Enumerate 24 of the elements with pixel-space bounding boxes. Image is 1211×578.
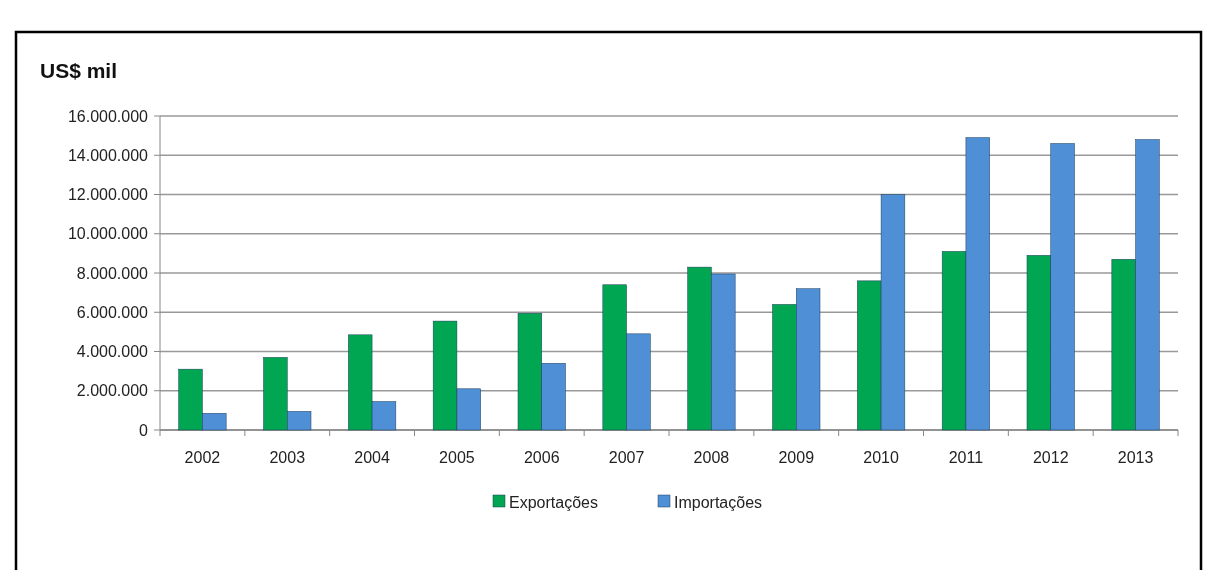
y-tick-label: 0	[139, 421, 149, 439]
y-tick-label: 14.000.000	[67, 146, 149, 164]
legend-label: Exportações	[509, 493, 598, 511]
y-axis-title: US$ mil	[40, 59, 118, 82]
y-tick-label: 2.000.000	[76, 382, 149, 400]
legend-label: Importações	[674, 493, 763, 511]
x-tick-label: 2005	[439, 449, 475, 466]
x-tick-label: 2003	[269, 449, 306, 466]
x-tick-label: 2002	[184, 449, 221, 466]
x-tick-label: 2011	[948, 449, 984, 466]
y-tick-label: 10.000.000	[67, 225, 149, 243]
x-tick-label: 2008	[693, 449, 730, 466]
x-tick-label: 2012	[1032, 449, 1069, 466]
x-tick-label: 2004	[354, 449, 390, 466]
y-tick-label: 12.000.000	[67, 186, 149, 204]
y-tick-label: 6.000.000	[76, 303, 149, 321]
y-tick-label: 16.000.000	[67, 107, 149, 125]
y-tick-label: 8.000.000	[76, 264, 149, 282]
x-tick-label: 2007	[608, 449, 645, 466]
y-tick-label: 4.000.000	[76, 343, 149, 361]
x-tick-label: 2010	[863, 449, 899, 466]
x-tick-label: 2006	[523, 449, 560, 466]
x-tick-label: 2009	[778, 449, 815, 466]
x-tick-label: 2013	[1117, 449, 1154, 466]
